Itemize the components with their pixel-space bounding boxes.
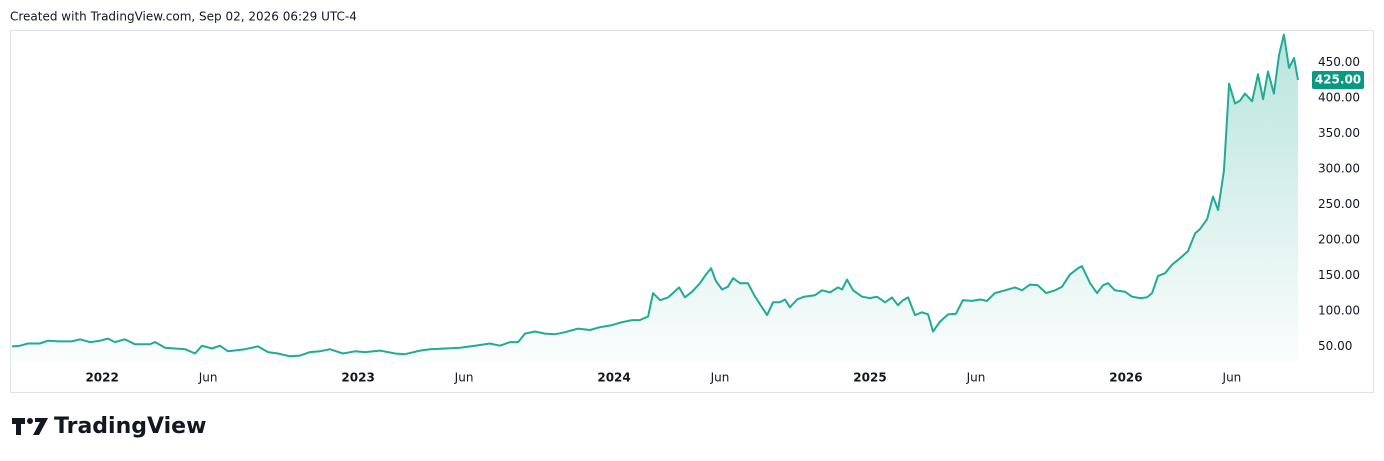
- x-tick-label: Jun: [710, 371, 730, 385]
- x-tick-label: Jun: [1222, 371, 1242, 385]
- y-tick-label: 250.00: [1318, 197, 1360, 211]
- x-tick-label: Jun: [198, 371, 218, 385]
- x-tick-label: Jun: [966, 371, 986, 385]
- last-price-badge: [1312, 71, 1364, 90]
- y-tick-label: 150.00: [1318, 268, 1360, 282]
- y-tick-label: 300.00: [1318, 161, 1360, 175]
- logo-shape: [27, 418, 33, 424]
- logo-shape: [33, 418, 48, 435]
- x-tick-label: 2026: [1109, 371, 1142, 385]
- x-tick-label: 2025: [853, 371, 886, 385]
- y-tick-label: 100.00: [1318, 303, 1360, 317]
- price-line: [11, 33, 1299, 358]
- logo-shape: [12, 418, 25, 435]
- brand-name: TradingView: [54, 414, 206, 439]
- y-tick-label: 350.00: [1318, 126, 1360, 140]
- x-tick-label: 2023: [341, 371, 374, 385]
- brand-logo: [12, 418, 48, 435]
- x-tick-label: 2024: [597, 371, 630, 385]
- price-area: [12, 34, 1298, 362]
- y-tick-label: 200.00: [1318, 232, 1360, 246]
- y-tick-label: 450.00: [1318, 55, 1360, 69]
- x-tick-label: 2022: [85, 371, 118, 385]
- last-price-label: 425.00: [1315, 73, 1361, 87]
- chart-frame: [10, 30, 1374, 393]
- y-tick-label: 400.00: [1318, 90, 1360, 104]
- header-text: Created with TradingView.com, Sep 02, 20…: [10, 10, 357, 24]
- x-tick-label: Jun: [454, 371, 474, 385]
- y-tick-label: 50.00: [1318, 339, 1352, 353]
